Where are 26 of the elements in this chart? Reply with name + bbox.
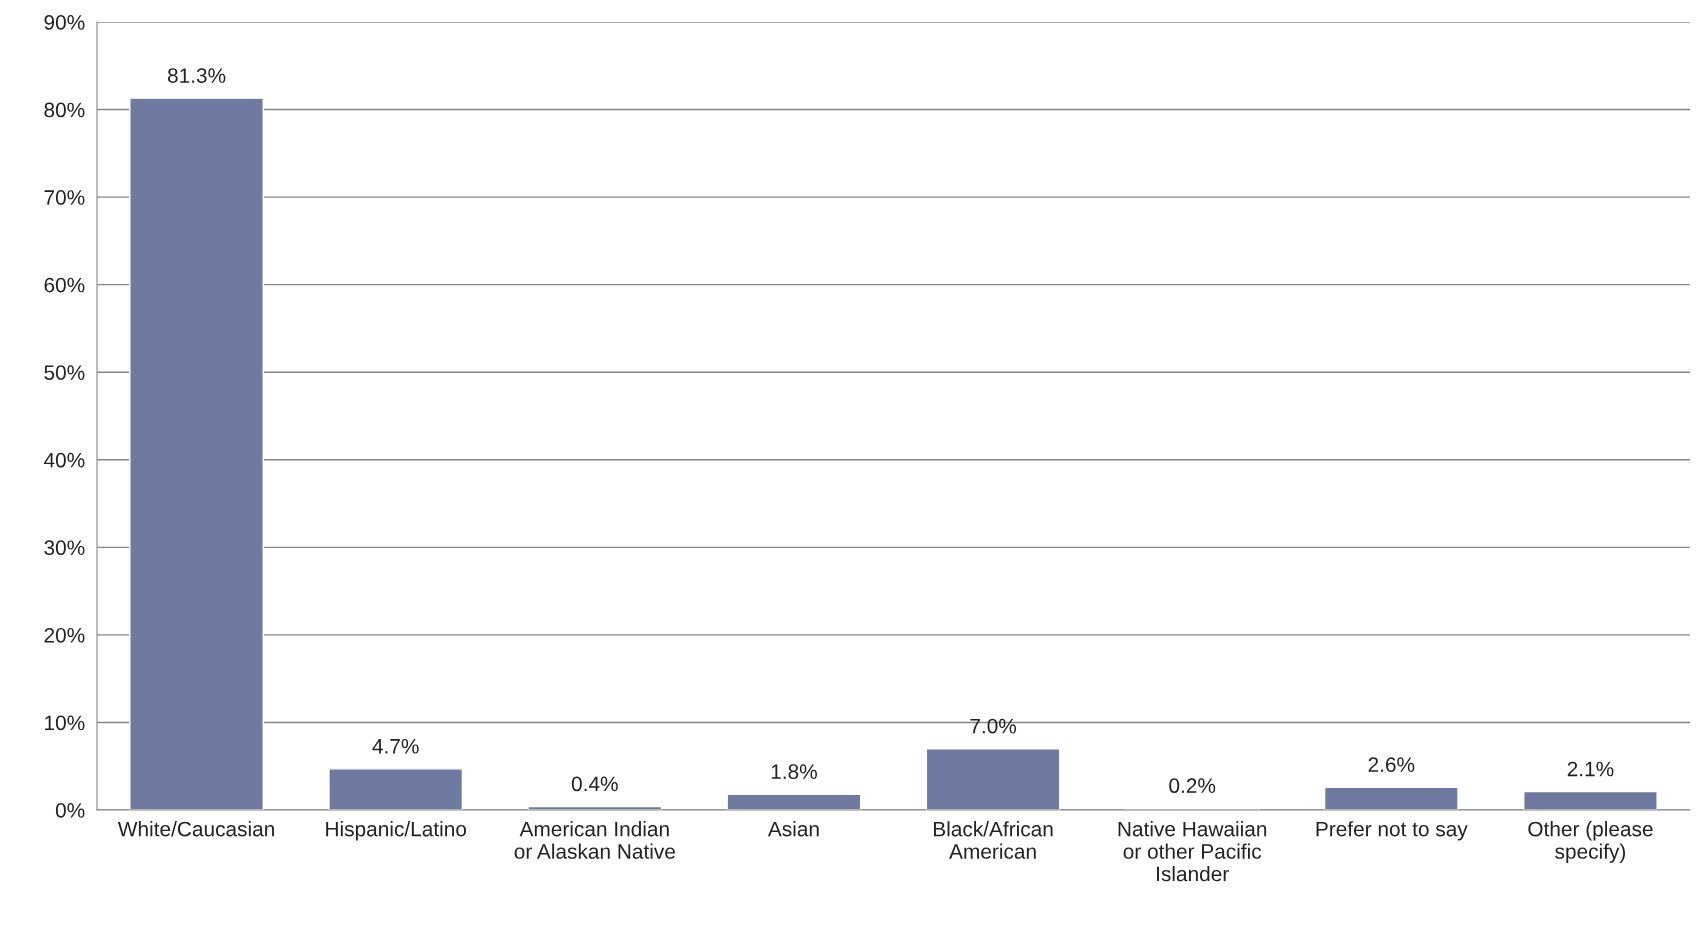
data-label: 2.1%	[1567, 761, 1614, 777]
y-tick-label: 80%	[44, 102, 85, 118]
x-tick-label: Native Hawaiian or other Pacific Islander	[1118, 821, 1267, 882]
y-tick-label: 70%	[44, 190, 85, 205]
y-tick-label: 50%	[44, 365, 85, 380]
x-tick-label: Hispanic/Latino	[326, 821, 467, 841]
y-tick-label: 10%	[45, 715, 85, 731]
data-label: 0.2%	[1169, 778, 1216, 794]
y-tick-label: 20%	[44, 627, 85, 643]
data-label: 7.0%	[970, 718, 1017, 734]
x-tick-label: American Indian or Alaskan Native	[514, 821, 675, 859]
data-label: 1.8%	[771, 764, 817, 780]
y-tick-label: 40%	[43, 452, 85, 468]
y-tick-label: 60%	[44, 277, 85, 293]
x-tick-label: Other (please specify)	[1528, 821, 1653, 863]
x-tick-label: Asian	[767, 821, 819, 837]
data-label: 4.7%	[372, 738, 419, 754]
y-tick-label: 0%	[55, 803, 85, 818]
y-tick-label: 30%	[44, 540, 85, 556]
data-label: 81.3%	[167, 68, 226, 83]
x-tick-label: Black/African American	[933, 821, 1053, 859]
x-tick-label: Prefer not to say	[1316, 821, 1468, 841]
x-tick-label: White/Caucasian	[117, 821, 274, 837]
data-label: 0.4%	[571, 776, 618, 792]
data-label: 2.6%	[1368, 757, 1415, 773]
y-tick-label: 90%	[44, 15, 85, 30]
